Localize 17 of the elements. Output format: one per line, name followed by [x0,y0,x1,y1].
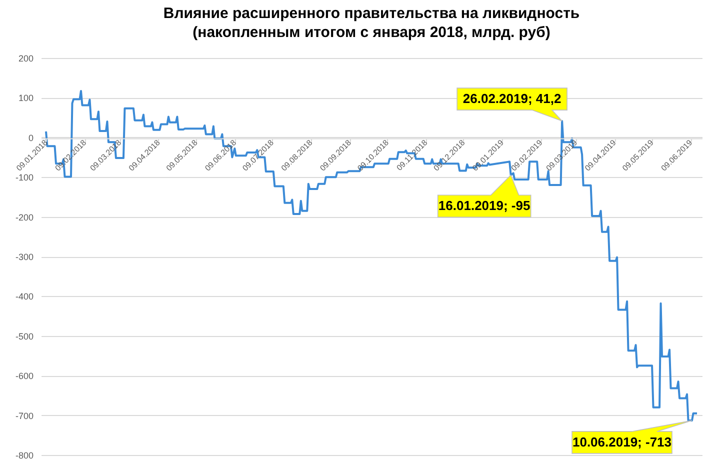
y-tick-label: -700 [15,410,34,421]
annotation: 16.01.2019; -95 [438,198,530,214]
y-tick-label: -400 [15,292,34,302]
y-tick-label: -300 [15,252,34,262]
chart-title: Влияние расширенного правительства на ликвидность [163,5,580,22]
y-tick-label: 100 [18,93,34,104]
annotation: 26.02.2019; 41,2 [462,91,562,106]
y-tick-label: -200 [15,212,34,222]
y-tick-label: -600 [15,371,34,382]
y-tick-label: -100 [15,172,34,183]
y-tick-label: -500 [15,331,34,342]
line-series [45,90,698,422]
y-tick-label: 200 [18,54,34,64]
y-tick-label: -800 [15,450,34,460]
annotation: 10.06.2019; -713 [572,434,672,450]
chart-subtitle: (накопленным итогом с января 2018, млрд. руб) [192,24,550,41]
y-tick-label: 0 [28,132,34,143]
